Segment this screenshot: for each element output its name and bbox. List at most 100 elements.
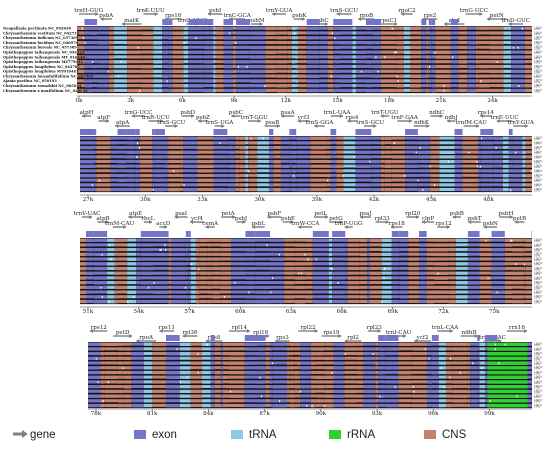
track-block — [233, 51, 236, 54]
track-block — [524, 290, 526, 293]
track-block — [144, 343, 152, 346]
track-block — [493, 141, 503, 144]
track-block — [419, 239, 427, 242]
track-block — [153, 79, 162, 82]
axis-tick-label: 27k — [83, 197, 94, 203]
track-block — [287, 352, 290, 355]
track-block — [404, 41, 410, 44]
track-block — [378, 394, 385, 397]
track-block — [211, 290, 220, 293]
track-block — [97, 51, 109, 55]
track-block — [250, 55, 266, 58]
track-block — [476, 65, 479, 68]
track-block — [186, 286, 188, 289]
track-block — [493, 137, 503, 140]
track-block — [141, 79, 153, 83]
track-block — [456, 262, 468, 265]
track-block — [248, 183, 257, 186]
track-block — [270, 352, 273, 355]
track-block — [208, 267, 212, 270]
track-block — [421, 74, 426, 77]
exon-bar — [94, 129, 96, 135]
track-block — [198, 141, 214, 144]
track-block — [336, 183, 343, 186]
track-block — [183, 27, 188, 30]
track-block — [392, 276, 400, 279]
track-block — [80, 243, 86, 246]
track-block — [126, 169, 135, 172]
track-block — [410, 27, 421, 30]
track-block — [435, 74, 451, 78]
track-block — [418, 137, 430, 140]
track-block — [435, 70, 451, 74]
track-block — [480, 286, 492, 289]
track-block — [525, 51, 532, 54]
track-gap — [121, 61, 122, 63]
track-block — [266, 41, 277, 44]
track-block — [153, 290, 168, 293]
track-block — [80, 267, 86, 270]
track-block — [355, 188, 371, 191]
track-block — [335, 65, 340, 68]
track-gap — [416, 152, 417, 154]
track-block — [154, 151, 165, 154]
track-block — [297, 352, 300, 355]
track-block — [297, 394, 300, 397]
track-block — [153, 31, 162, 34]
track-block — [111, 165, 118, 168]
track-block — [216, 46, 224, 50]
track-block — [478, 174, 480, 177]
track-block — [115, 267, 118, 270]
track-block — [127, 31, 141, 34]
track-block — [239, 179, 245, 182]
track-block — [295, 253, 306, 256]
track-block — [281, 179, 289, 182]
track-block — [292, 151, 297, 154]
track-block — [171, 253, 185, 256]
track-block — [213, 36, 216, 39]
track-block — [326, 137, 330, 140]
track-block — [213, 84, 216, 87]
track-block — [136, 248, 141, 251]
track-block — [257, 165, 269, 168]
track-block — [273, 151, 281, 154]
track-block — [307, 70, 320, 73]
track-block — [398, 343, 411, 346]
track-block — [198, 137, 214, 140]
track-block — [335, 89, 340, 92]
track-block — [468, 248, 480, 251]
track-block — [511, 74, 525, 77]
track-block — [336, 169, 343, 172]
track-block — [80, 141, 94, 144]
track-block — [287, 70, 292, 73]
track-block — [86, 286, 94, 289]
track-gap — [518, 47, 519, 49]
track-block — [526, 174, 532, 177]
track-block — [136, 286, 141, 289]
track-block — [141, 286, 154, 289]
track-block — [332, 286, 345, 289]
track-gap — [102, 400, 103, 402]
track-block — [326, 183, 330, 186]
track-block — [366, 74, 373, 77]
track-block — [248, 165, 257, 168]
track-block — [266, 352, 270, 355]
track-block — [381, 151, 385, 154]
track-block — [421, 55, 426, 58]
track-block — [136, 243, 141, 246]
track-block — [245, 371, 258, 374]
gene-label: atpE — [129, 211, 142, 217]
track-block — [526, 276, 532, 279]
track-block — [295, 399, 298, 402]
track-block — [427, 286, 434, 289]
track-block — [292, 74, 296, 77]
track-block — [114, 55, 127, 58]
track-block — [100, 366, 104, 369]
track-block — [509, 179, 513, 182]
track-block — [92, 79, 97, 82]
track-block — [412, 361, 427, 364]
track-gap — [294, 32, 295, 34]
track-block — [524, 257, 526, 260]
track-block — [166, 385, 180, 388]
track-block — [505, 248, 512, 251]
